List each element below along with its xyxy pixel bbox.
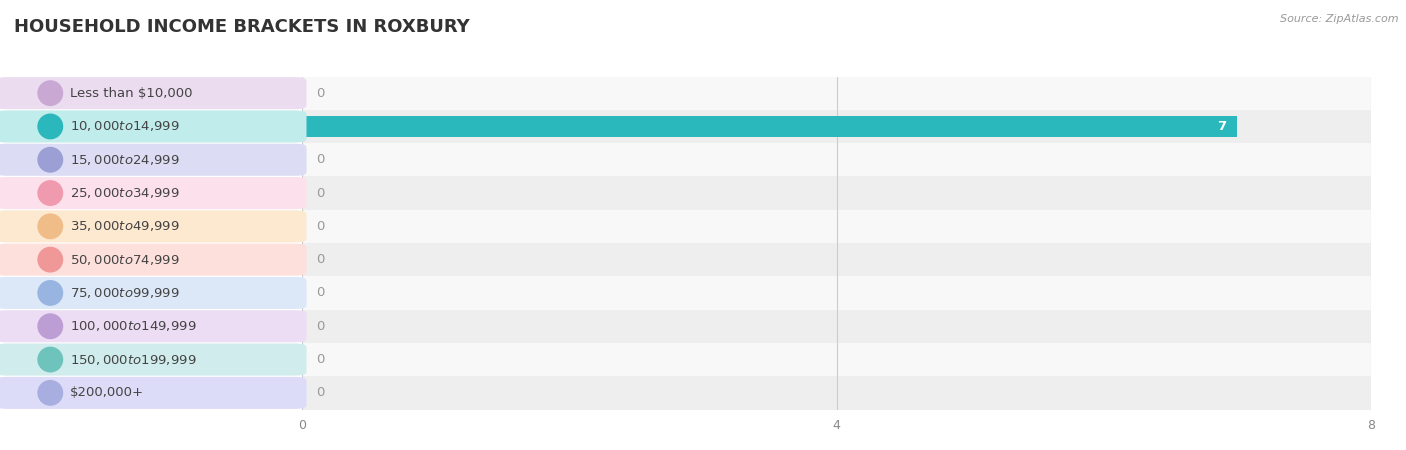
Text: HOUSEHOLD INCOME BRACKETS IN ROXBURY: HOUSEHOLD INCOME BRACKETS IN ROXBURY bbox=[14, 18, 470, 36]
Text: 7: 7 bbox=[1218, 120, 1226, 133]
Text: 0: 0 bbox=[316, 320, 323, 333]
Text: $15,000 to $24,999: $15,000 to $24,999 bbox=[70, 153, 180, 167]
Text: $35,000 to $49,999: $35,000 to $49,999 bbox=[70, 219, 180, 234]
Text: $10,000 to $14,999: $10,000 to $14,999 bbox=[70, 119, 180, 134]
Bar bbox=[302, 76, 1371, 110]
Text: 0: 0 bbox=[316, 287, 323, 299]
Text: 0: 0 bbox=[316, 153, 323, 166]
Bar bbox=[302, 343, 1371, 376]
Text: 0: 0 bbox=[316, 87, 323, 99]
Text: $75,000 to $99,999: $75,000 to $99,999 bbox=[70, 286, 180, 300]
Bar bbox=[302, 116, 1237, 137]
Text: Less than $10,000: Less than $10,000 bbox=[70, 87, 193, 99]
Text: $25,000 to $34,999: $25,000 to $34,999 bbox=[70, 186, 180, 200]
Text: $150,000 to $199,999: $150,000 to $199,999 bbox=[70, 352, 197, 367]
Text: $100,000 to $149,999: $100,000 to $149,999 bbox=[70, 319, 197, 333]
Text: 0: 0 bbox=[316, 387, 323, 399]
Bar bbox=[302, 210, 1371, 243]
Bar bbox=[302, 110, 1371, 143]
Bar bbox=[302, 376, 1371, 410]
Bar bbox=[302, 276, 1371, 310]
Text: 0: 0 bbox=[316, 220, 323, 233]
Bar bbox=[302, 243, 1371, 276]
Text: $200,000+: $200,000+ bbox=[70, 387, 145, 399]
Bar bbox=[302, 176, 1371, 210]
Text: 0: 0 bbox=[316, 187, 323, 199]
Bar bbox=[302, 143, 1371, 176]
Bar bbox=[302, 310, 1371, 343]
Text: Source: ZipAtlas.com: Source: ZipAtlas.com bbox=[1281, 14, 1399, 23]
Text: 0: 0 bbox=[316, 353, 323, 366]
Text: 0: 0 bbox=[316, 253, 323, 266]
Text: $50,000 to $74,999: $50,000 to $74,999 bbox=[70, 252, 180, 267]
